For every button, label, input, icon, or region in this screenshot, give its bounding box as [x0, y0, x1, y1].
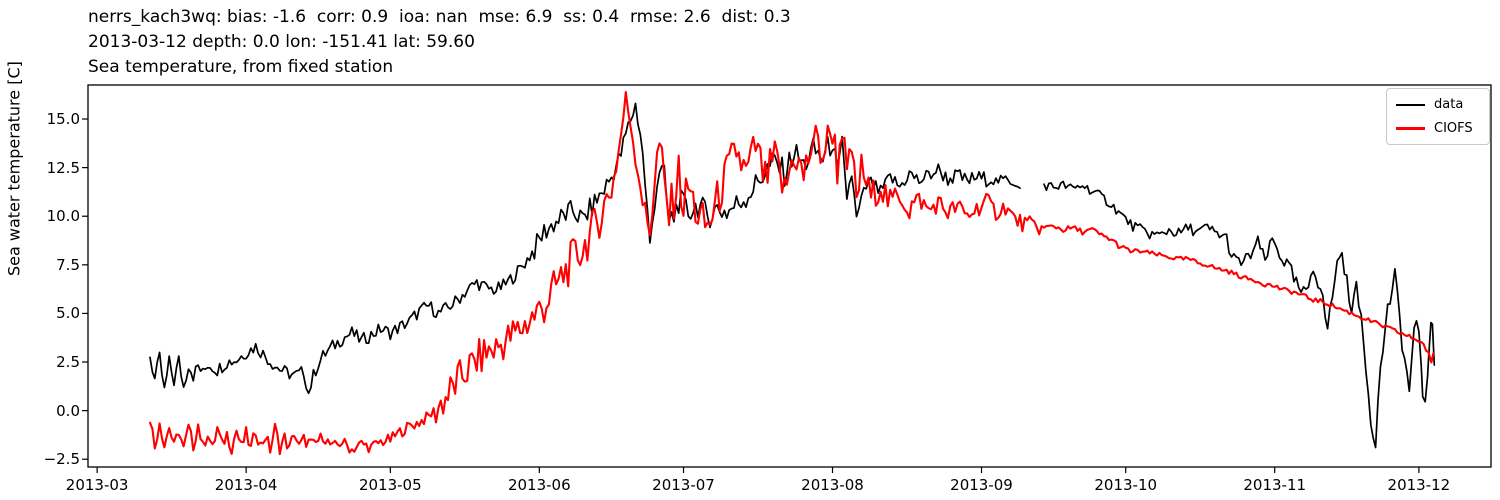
legend: data CIOFS	[1386, 88, 1490, 145]
legend-line-sample	[1396, 103, 1425, 106]
plot-border	[87, 84, 1492, 468]
y-tick-label: 7.5	[56, 255, 80, 274]
legend-label: data	[1434, 97, 1464, 112]
x-tick-label: 2013-10	[1094, 476, 1158, 494]
y-tick-label: 5.0	[56, 304, 80, 323]
legend-item-data: data	[1396, 96, 1480, 113]
legend-item-CIOFS: CIOFS	[1396, 120, 1480, 137]
y-tick-label: 15.0	[46, 110, 80, 129]
x-tick-label: 2013-09	[950, 476, 1013, 494]
x-tick-label: 2013-05	[358, 476, 422, 494]
y-tick-label: 2.5	[56, 353, 80, 372]
y-tick-label: 0.0	[56, 401, 80, 420]
series-line-data	[1043, 180, 1436, 449]
x-tick-label: 2013-11	[1243, 476, 1307, 494]
stats-title: nerrs_kach3wq: bias: -1.6 corr: 0.9 ioa:…	[88, 7, 791, 27]
variable-title: Sea temperature, from fixed station	[88, 57, 394, 77]
y-tick-label: −2.5	[43, 450, 80, 469]
series-line-CIOFS	[148, 91, 1435, 456]
x-tick-label: 2013-12	[1387, 476, 1451, 494]
legend-label: CIOFS	[1434, 121, 1473, 136]
y-tick-label: 12.5	[46, 158, 80, 177]
y-tick-label: 10.0	[46, 207, 80, 226]
x-tick-label: 2013-03	[65, 476, 129, 494]
x-tick-label: 2013-04	[214, 476, 278, 494]
date-location-title: 2013-03-12 depth: 0.0 lon: -151.41 lat: …	[88, 32, 475, 52]
legend-line-sample	[1396, 127, 1425, 130]
x-tick-label: 2013-08	[801, 476, 864, 494]
series-line-data	[149, 102, 1021, 395]
x-tick-label: 2013-06	[507, 476, 571, 494]
x-tick-label: 2013-07	[652, 476, 715, 494]
